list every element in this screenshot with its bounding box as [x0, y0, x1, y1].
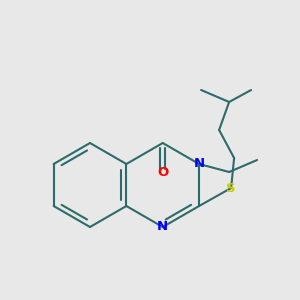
Text: N: N [194, 158, 205, 170]
Text: O: O [157, 167, 168, 179]
Text: N: N [157, 220, 168, 233]
Text: S: S [226, 182, 236, 194]
